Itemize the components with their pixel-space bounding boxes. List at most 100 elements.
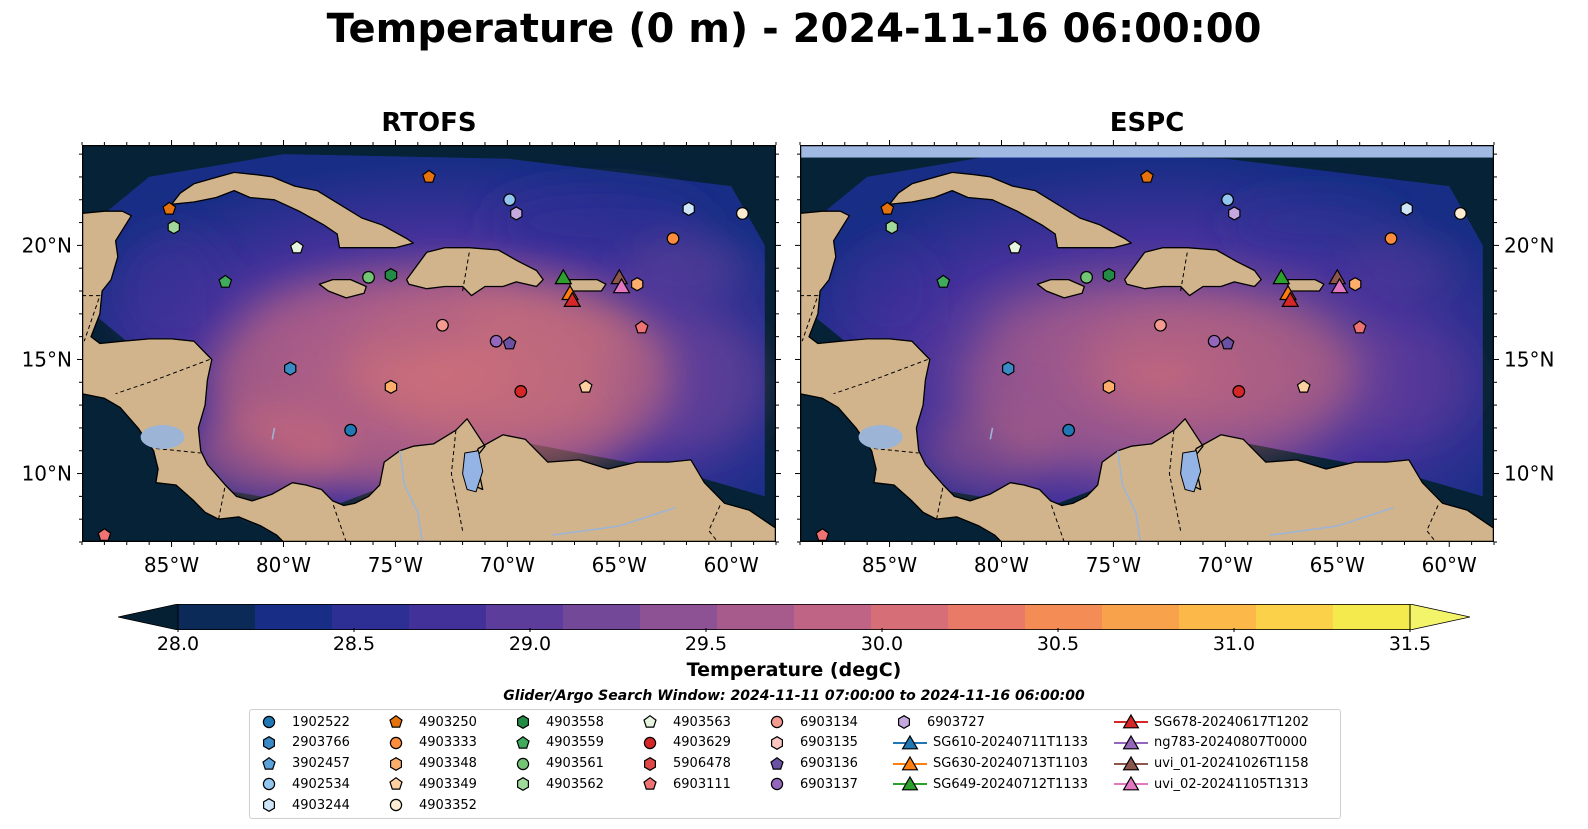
legend-label: 4903563: [673, 714, 731, 730]
float-4903348: [1102, 379, 1116, 394]
glider-uvi_02-20241105T1313: [1330, 277, 1349, 294]
borders: [82, 252, 721, 542]
colorbar-segment: [640, 604, 718, 630]
rivers: [989, 427, 1394, 542]
legend: 1902522 2903766 3902457 4902534 4903244 49032…: [249, 709, 1341, 819]
rivers: [271, 427, 676, 542]
legend-item: 2903766: [258, 733, 350, 753]
float-6903137: [1207, 334, 1221, 348]
legend-item: 4903244: [258, 795, 350, 815]
float-4903352: [1454, 207, 1467, 220]
glider-SG649-20240712T1133: [1272, 268, 1291, 285]
lon-tick-label: 80°W: [256, 553, 311, 577]
colorbar-label: Temperature (degC): [686, 659, 902, 681]
lat-tick-label: 20°N: [22, 233, 72, 257]
float-4903559: [218, 274, 233, 288]
legend-item: 1902522: [258, 712, 350, 732]
float-4903563: [289, 240, 304, 254]
float-6903111: [634, 320, 649, 334]
legend-label: 4903352: [419, 797, 477, 813]
colorbar-segment: [1256, 604, 1334, 630]
legend-label: SG678-20240617T1202: [1154, 714, 1310, 730]
legend-item: 4903561: [512, 754, 604, 774]
lon-tick-label: 60°W: [1422, 553, 1477, 577]
lat-tick-label: 10°N: [22, 462, 72, 486]
lon-tick-label: 60°W: [704, 553, 759, 577]
legend-item: 4903349: [385, 774, 477, 794]
colorbar-over-arrow: [1409, 603, 1471, 631]
colorbar-segment: [178, 604, 256, 630]
legend-label: 4903562: [546, 776, 604, 792]
colorbar-tick-label: 30.0: [861, 633, 903, 655]
float-6903136: [1220, 336, 1235, 350]
colorbar-tick-label: 28.5: [333, 633, 375, 655]
float-6903727: [510, 206, 523, 221]
legend-label: SG630-20240713T1103: [933, 756, 1089, 772]
lake-nicaragua: [858, 425, 903, 450]
legend-item: ng783-20240807T0000: [1114, 733, 1307, 753]
gliders: [1272, 268, 1349, 307]
legend-label: 6903135: [800, 735, 858, 751]
land-mainland: [82, 210, 776, 542]
lon-tick-label: 65°W: [592, 553, 647, 577]
glider-SG678-20240617T1202: [563, 291, 582, 307]
legend-item: 6903111: [639, 774, 731, 794]
colorbar-segment: [409, 604, 487, 630]
legend-label: 6903111: [673, 776, 731, 792]
float-4903561: [1080, 270, 1093, 284]
colorbar-segment: [948, 604, 1026, 630]
legend-label: 5906478: [673, 756, 731, 772]
legend-item: SG649-20240712T1133: [893, 774, 1088, 794]
legend-label: 4903244: [292, 797, 350, 813]
legend-item: 4903562: [512, 774, 604, 794]
argo-floats: [815, 169, 1467, 541]
legend-label: 4903250: [419, 714, 477, 730]
colorbar-under-arrow: [117, 603, 179, 631]
legend-item: 4903250: [385, 712, 477, 732]
panel-title-espc: ESPC: [1109, 108, 1185, 138]
legend-item: 6903727: [893, 712, 985, 732]
legend-label: ng783-20240807T0000: [1154, 735, 1308, 751]
lon-tick-label: 70°W: [1198, 553, 1253, 577]
float-4903333: [666, 232, 680, 245]
colorbar-tick-label: 28.0: [157, 633, 199, 655]
float-6903111: [815, 527, 830, 541]
float-6903134: [436, 318, 449, 332]
float-4902534: [503, 193, 516, 207]
lon-tick-label: 75°W: [1086, 553, 1141, 577]
float-4903244: [682, 201, 695, 217]
legend-item: 3902457: [258, 754, 350, 774]
float-6903111: [97, 527, 112, 541]
legend-item: SG630-20240713T1103: [893, 754, 1088, 774]
map-rtofs: [82, 145, 776, 542]
legend-label: SG649-20240712T1133: [933, 776, 1089, 792]
lon-tick-label: 75°W: [368, 553, 423, 577]
glider-SG678-20240617T1202: [1281, 291, 1300, 307]
land-hispaniola: [1123, 247, 1262, 297]
float-4903558: [1102, 267, 1116, 283]
legend-item: uvi_02-20241105T1313: [1114, 774, 1308, 794]
float-4903349: [1296, 379, 1311, 393]
lon-tick-label: 85°W: [862, 553, 917, 577]
float-6903136: [502, 336, 517, 350]
float-4903562: [885, 219, 899, 235]
colorbar-tick-label: 31.0: [1213, 633, 1255, 655]
land-mainland: [800, 210, 1494, 542]
legend-label: 6903134: [800, 714, 858, 730]
lon-tick-label: 70°W: [480, 553, 535, 577]
float-4903561: [362, 270, 375, 284]
colorbar-segment: [871, 604, 949, 630]
colorbar-tick-label: 29.5: [685, 633, 727, 655]
land: [800, 171, 1494, 542]
glider-SG649-20240712T1133: [554, 268, 573, 285]
float-2903766: [1002, 361, 1015, 376]
map-espc: [800, 145, 1494, 542]
glider-uvi_02-20241105T1313: [612, 277, 631, 294]
colorbar-segment: [486, 604, 564, 630]
legend-title: Glider/Argo Search Window: 2024-11-11 07…: [503, 688, 1085, 704]
float-6903134: [1154, 318, 1167, 332]
colorbar-segment: [1102, 604, 1180, 630]
lat-tick-label: 15°N: [22, 347, 72, 371]
float-6903111: [1352, 320, 1367, 334]
legend-item: 6903136: [766, 754, 858, 774]
